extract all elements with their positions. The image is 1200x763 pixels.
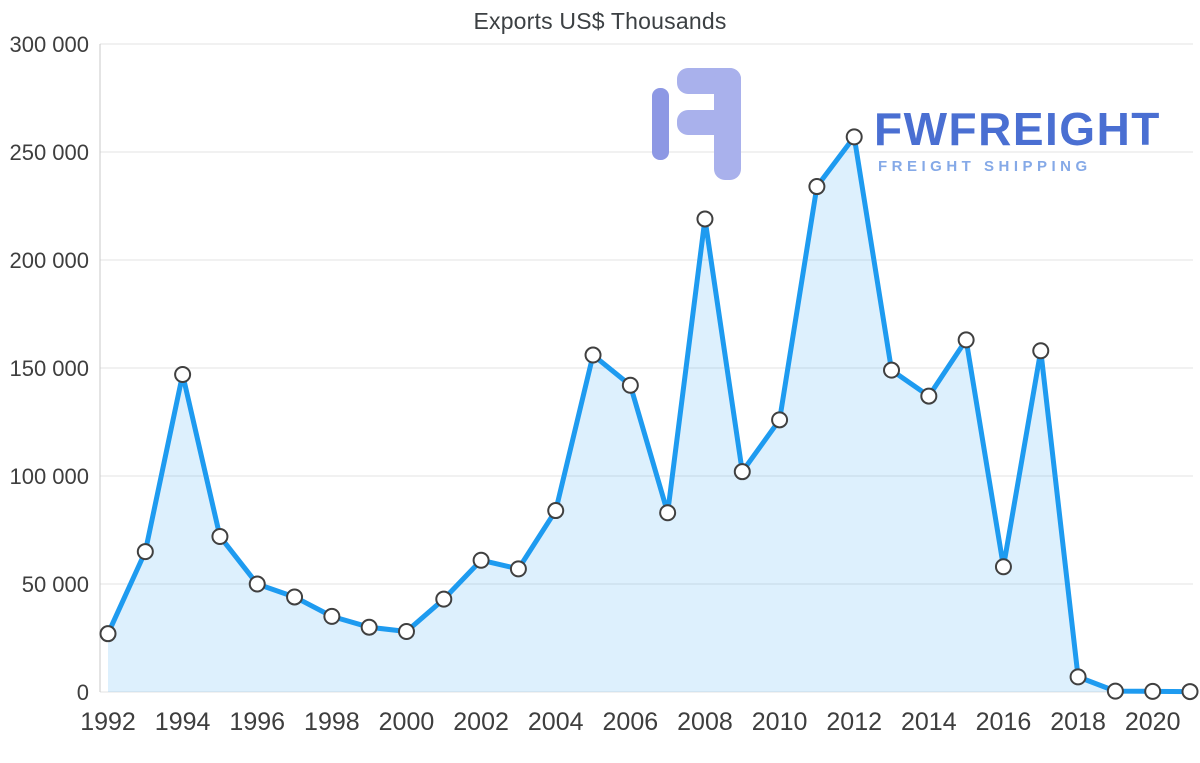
watermark-tagline: FREIGHT SHIPPING [878, 158, 1092, 175]
data-point-marker[interactable] [808, 178, 826, 196]
y-axis-tick-label: 0 [77, 680, 89, 705]
data-point-marker[interactable] [174, 365, 192, 383]
brand-logo-icon [652, 68, 741, 180]
series-area [108, 136, 1190, 692]
x-axis: 1992 1994 1996 1998 2000 2002 2004 2006 2008 2010… [80, 708, 1180, 736]
data-point-marker[interactable] [547, 502, 565, 520]
x-axis-tick-label: 1998 [304, 708, 360, 736]
series-layer [99, 128, 1199, 701]
data-point-marker[interactable] [771, 411, 789, 429]
data-point-marker[interactable] [472, 551, 490, 569]
x-axis-tick-label: 2000 [379, 708, 435, 736]
x-axis-tick-label: 1994 [155, 708, 211, 736]
data-point-marker[interactable] [733, 463, 751, 481]
x-axis-tick-label: 2018 [1050, 708, 1106, 736]
data-point-marker[interactable] [883, 361, 901, 379]
x-axis-tick-label: 2014 [901, 708, 957, 736]
data-point-marker[interactable] [1069, 668, 1087, 686]
y-axis-tick-label: 300 000 [9, 32, 89, 57]
data-point-marker[interactable] [99, 625, 117, 643]
x-axis-tick-label: 2010 [752, 708, 808, 736]
x-axis-tick-label: 2004 [528, 708, 584, 736]
data-point-marker[interactable] [136, 543, 154, 561]
watermark-brand: FWFREIGHT [874, 103, 1161, 155]
data-point-marker[interactable] [1106, 682, 1124, 700]
data-point-marker[interactable] [1144, 682, 1162, 700]
x-axis-tick-label: 2002 [453, 708, 509, 736]
data-point-marker[interactable] [957, 331, 975, 349]
y-axis-tick-label: 250 000 [9, 140, 89, 165]
data-point-marker[interactable] [248, 575, 266, 593]
data-point-marker[interactable] [659, 504, 677, 522]
data-point-marker[interactable] [286, 588, 304, 606]
x-axis-tick-label: 2006 [603, 708, 659, 736]
grid-layer: 0 50 000 100 000 150 000 200 000 250 000 300 0… [9, 32, 1193, 705]
data-point-marker[interactable] [360, 618, 378, 636]
data-point-marker[interactable] [211, 527, 229, 545]
data-point-marker[interactable] [696, 210, 714, 228]
data-point-marker[interactable] [323, 607, 341, 625]
data-point-marker[interactable] [1181, 683, 1199, 701]
x-axis-tick-label: 2020 [1125, 708, 1181, 736]
watermark: FWFREIGHT FREIGHT SHIPPING [652, 68, 1161, 180]
data-point-marker[interactable] [845, 128, 863, 146]
chart-title: Exports US$ Thousands [473, 8, 727, 34]
x-axis-tick-label: 2016 [976, 708, 1032, 736]
y-axis-tick-label: 150 000 [9, 356, 89, 381]
data-point-marker[interactable] [397, 623, 415, 641]
y-axis-tick-label: 100 000 [9, 464, 89, 489]
x-axis-tick-label: 1992 [80, 708, 136, 736]
x-axis-tick-label: 2012 [826, 708, 882, 736]
y-axis-tick-label: 200 000 [9, 248, 89, 273]
x-axis-tick-label: 1996 [229, 708, 285, 736]
data-point-marker[interactable] [584, 346, 602, 364]
data-point-marker[interactable] [621, 376, 639, 394]
y-axis-tick-label: 50 000 [22, 572, 89, 597]
data-point-marker[interactable] [509, 560, 527, 578]
data-point-marker[interactable] [994, 558, 1012, 576]
data-point-marker[interactable] [1032, 342, 1050, 360]
data-point-marker[interactable] [435, 590, 453, 608]
data-point-marker[interactable] [920, 387, 938, 405]
x-axis-tick-label: 2008 [677, 708, 733, 736]
